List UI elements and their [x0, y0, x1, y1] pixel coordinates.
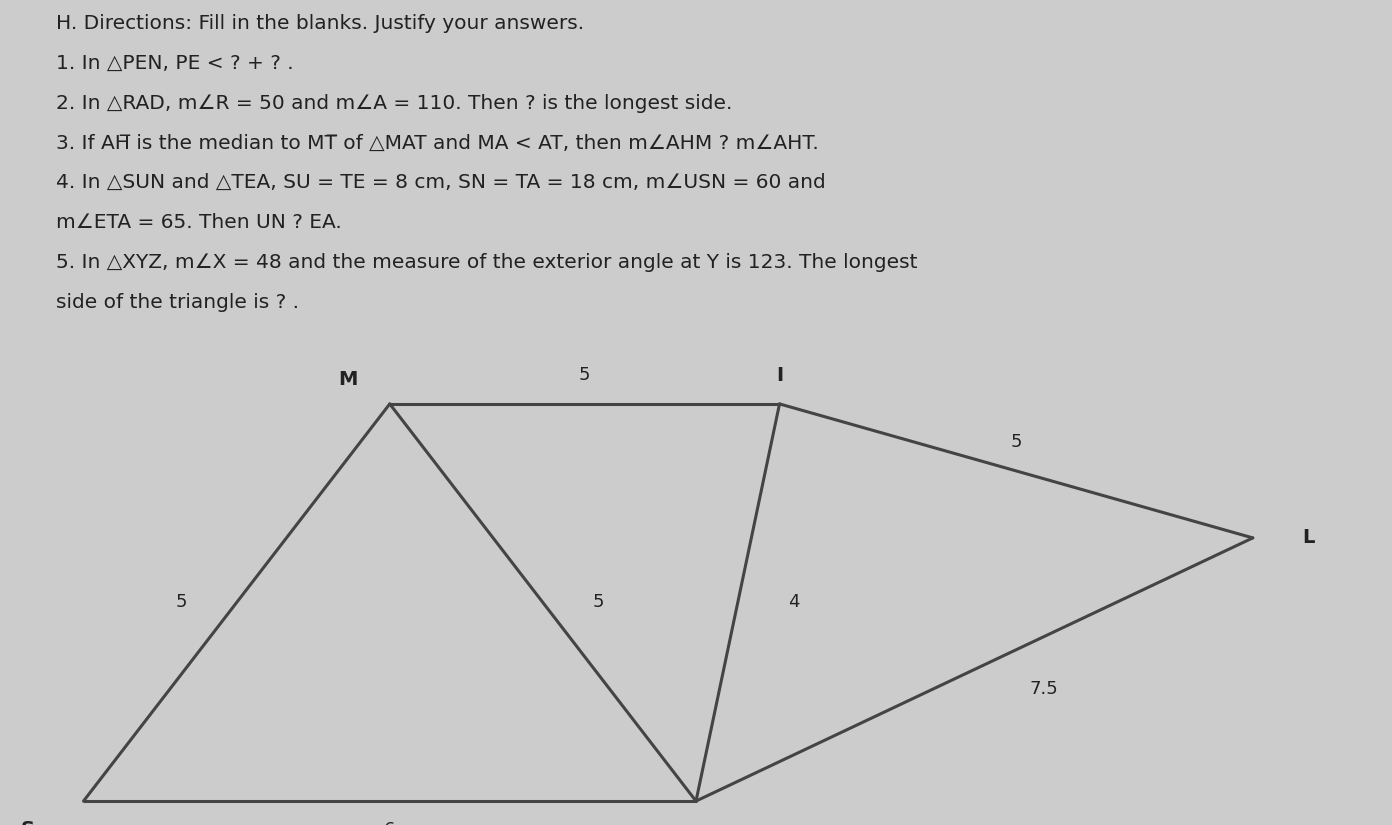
- Text: 5: 5: [579, 366, 590, 384]
- Text: 5: 5: [175, 593, 187, 611]
- Text: S: S: [21, 820, 35, 825]
- Text: 2. In △RAD, m∠R = 50 and m∠A = 110. Then ? is the longest side.: 2. In △RAD, m∠R = 50 and m∠A = 110. Then…: [56, 93, 732, 112]
- Text: L: L: [1303, 528, 1314, 548]
- Text: 3. If AH̅ is the median to MT̅ of △MAT and MA < AT, then m∠AHM ? m∠AHT.: 3. If AH̅ is the median to MT̅ of △MAT a…: [56, 134, 818, 153]
- Text: 5. In △XYZ, m∠X = 48 and the measure of the exterior angle at Y is 123. The long: 5. In △XYZ, m∠X = 48 and the measure of …: [56, 253, 917, 272]
- Text: H. Directions: Fill in the blanks. Justify your answers.: H. Directions: Fill in the blanks. Justi…: [56, 14, 583, 33]
- Text: I: I: [775, 365, 784, 384]
- Text: 7.5: 7.5: [1030, 680, 1058, 698]
- Text: 5: 5: [1011, 433, 1022, 451]
- Text: 5: 5: [593, 593, 604, 611]
- Text: 4. In △SUN and △TEA, SU = TE = 8 cm, SN = TA = 18 cm, m∠USN = 60 and: 4. In △SUN and △TEA, SU = TE = 8 cm, SN …: [56, 173, 825, 192]
- Text: M: M: [338, 370, 358, 389]
- Text: side of the triangle is ? .: side of the triangle is ? .: [56, 293, 299, 312]
- Text: 4: 4: [788, 593, 799, 611]
- Text: m∠ETA = 65. Then UN ? EA.: m∠ETA = 65. Then UN ? EA.: [56, 213, 341, 232]
- Text: 6: 6: [384, 821, 395, 825]
- Text: 1. In △PEN, PE < ? + ? .: 1. In △PEN, PE < ? + ? .: [56, 54, 294, 73]
